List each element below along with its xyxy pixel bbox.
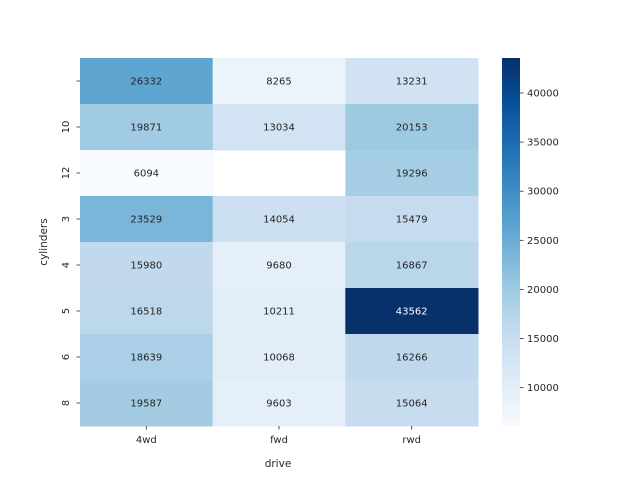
heatmap-cell	[212, 196, 346, 243]
colorbar-tick-label: 15000	[527, 334, 559, 345]
x-axis-title: drive	[265, 458, 292, 470]
heatmap-cell	[212, 380, 346, 427]
cell-value-label: 19296	[396, 169, 428, 180]
cell-value-label: 16518	[130, 307, 162, 318]
heatmap-cell	[345, 380, 479, 427]
cell-value-label: 15064	[396, 399, 428, 410]
heatmap-cell	[80, 334, 214, 381]
heatmap-cell	[212, 58, 346, 105]
heatmap-cell	[80, 104, 214, 151]
cell-value-label: 23529	[130, 215, 162, 226]
heatmap-cell	[345, 242, 479, 289]
colorbar-tick-label: 35000	[527, 138, 559, 149]
cell-value-label: 26332	[130, 77, 162, 88]
heatmap-cell	[80, 380, 214, 427]
heatmap-cell	[80, 150, 214, 197]
cell-value-label: 16266	[396, 353, 428, 364]
cell-value-label: 19871	[130, 123, 162, 134]
cell-value-label: 6094	[134, 169, 159, 180]
y-tick-label: 8	[61, 400, 72, 406]
y-tick-label: 10	[61, 121, 72, 134]
heatmap-cell	[345, 104, 479, 151]
heatmap-cells: 26332 8265 13231 19871 13034 20153 6094 19296 23…	[80, 58, 479, 427]
colorbar	[502, 58, 520, 426]
y-axis-title: cylinders	[38, 218, 50, 265]
cell-value-label: 13034	[263, 123, 295, 134]
cell-value-label: 19587	[130, 399, 162, 410]
y-tick-label: 3	[61, 216, 72, 222]
y-axis-ticks: 10 12 3 4 5 6 8	[61, 80, 80, 406]
x-tick-label: 4wd	[136, 435, 157, 446]
cell-value-label: 43562	[396, 307, 428, 318]
y-tick-label: 4	[61, 262, 72, 268]
heatmap-cell	[80, 288, 214, 335]
cell-value-label: 10211	[263, 307, 295, 318]
heatmap-cell	[345, 58, 479, 105]
x-tick-label: fwd	[270, 435, 288, 446]
colorbar-tick-label: 30000	[527, 187, 559, 198]
cell-value-label: 18639	[130, 353, 162, 364]
heatmap-cell	[212, 288, 346, 335]
cell-value-label: 20153	[396, 123, 428, 134]
heatmap-cell	[345, 334, 479, 381]
heatmap-cell	[80, 242, 214, 289]
heatmap-cell	[345, 150, 479, 197]
cell-value-label: 9603	[266, 399, 291, 410]
cell-value-label: 15479	[396, 215, 428, 226]
colorbar-tick-label: 40000	[527, 88, 559, 99]
heatmap-cell	[212, 334, 346, 381]
heatmap-cell	[212, 242, 346, 289]
colorbar-ticks: 10000 15000 20000 25000 30000 35000 40000	[520, 88, 559, 394]
heatmap-cell	[212, 104, 346, 151]
heatmap-cell	[345, 288, 479, 335]
y-tick-label: 12	[61, 167, 72, 180]
heatmap-cell	[80, 58, 214, 105]
y-tick-label: 6	[61, 354, 72, 360]
x-axis-ticks: 4wd fwd rwd	[136, 426, 421, 446]
cell-value-label: 15980	[130, 261, 162, 272]
x-tick-label: rwd	[402, 435, 421, 446]
y-tick-label: 5	[61, 308, 72, 314]
colorbar-tick-label: 20000	[527, 285, 559, 296]
cell-value-label: 10068	[263, 353, 295, 364]
colorbar-tick-label: 25000	[527, 236, 559, 247]
heatmap-cell	[80, 196, 214, 243]
colorbar-tick-label: 10000	[527, 383, 559, 394]
cell-value-label: 9680	[266, 261, 291, 272]
cell-value-label: 8265	[266, 77, 291, 88]
cell-value-label: 13231	[396, 77, 428, 88]
heatmap-cell	[345, 196, 479, 243]
cell-value-label: 14054	[263, 215, 295, 226]
cell-value-label: 16867	[396, 261, 428, 272]
